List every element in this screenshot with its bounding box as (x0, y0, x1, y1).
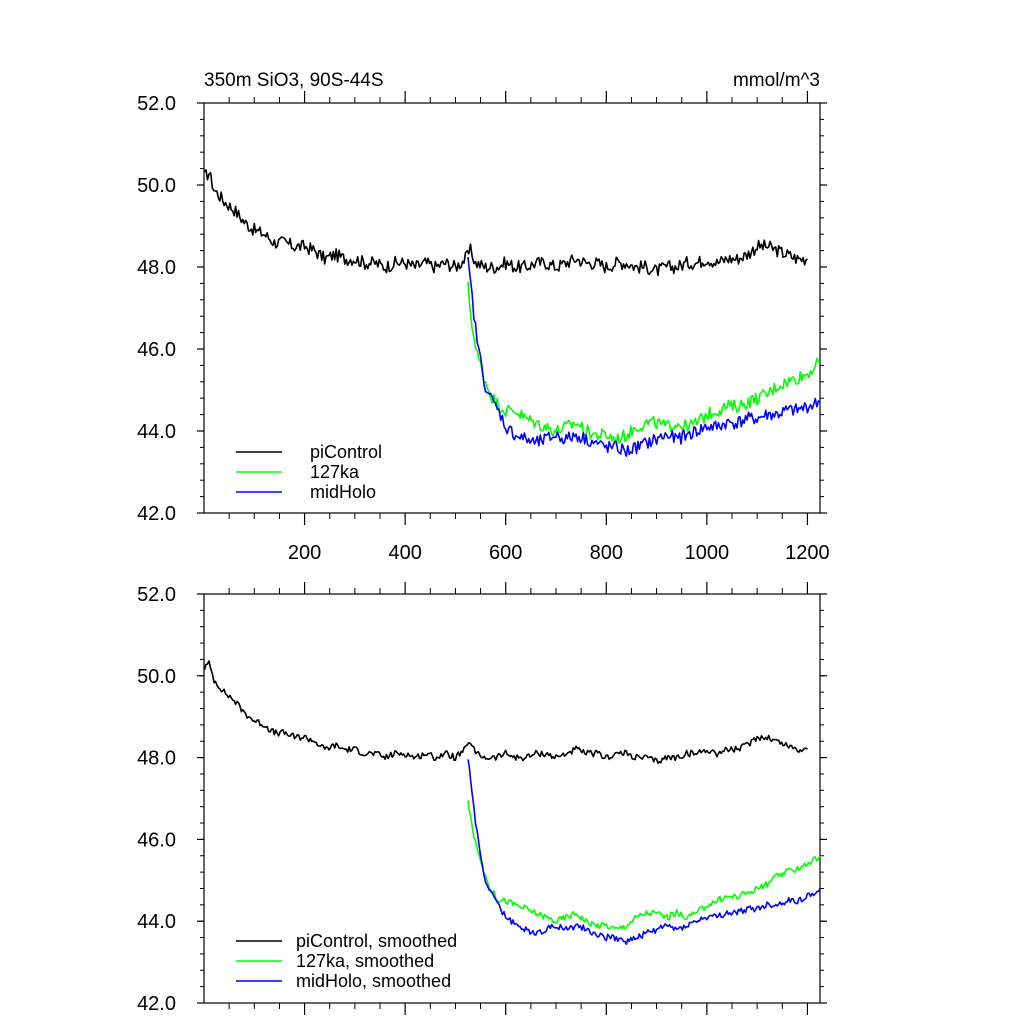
legend-label: midHolo, smoothed (296, 971, 451, 991)
y-tick-label: 42.0 (137, 993, 176, 1015)
x-tick-label: 400 (388, 542, 421, 564)
y-tick-label: 42.0 (137, 503, 176, 525)
y-tick-label: 44.0 (137, 911, 176, 933)
y-tick-label: 44.0 (137, 421, 176, 443)
series-layer (203, 169, 821, 458)
x-tick-label: 1200 (785, 542, 830, 564)
legend-label: piControl, smoothed (296, 931, 457, 951)
panel-smoothed: 42.0 44.0 46.0 48.0 50.0 52.0 piControl, smoo… (137, 582, 827, 1015)
plot-frame (203, 102, 821, 514)
x-tick-label: 600 (489, 542, 522, 564)
y-axis: 42.0 44.0 46.0 48.0 50.0 52.0 (137, 584, 827, 1015)
series-line (467, 759, 821, 946)
series-line (467, 281, 821, 446)
plot-frame (203, 593, 821, 1004)
y-tick-label: 46.0 (137, 339, 176, 361)
legend-label: piControl (310, 442, 382, 462)
x-axis (228, 582, 809, 1015)
series-layer (203, 660, 821, 946)
series-line (467, 800, 821, 930)
x-tick-label: 800 (590, 542, 623, 564)
y-tick-label: 50.0 (137, 666, 176, 688)
legend-label: 127ka, smoothed (296, 951, 434, 971)
legend-label: 127ka (310, 462, 360, 482)
legend-label: midHolo (310, 482, 376, 502)
y-tick-label: 48.0 (137, 257, 176, 279)
chart-units-label: mmol/m^3 (733, 70, 820, 91)
y-tick-label: 50.0 (137, 175, 176, 197)
x-tick-label: 200 (288, 542, 321, 564)
series-line (203, 169, 808, 277)
y-tick-label: 48.0 (137, 748, 176, 770)
y-tick-label: 52.0 (137, 584, 176, 606)
y-tick-label: 52.0 (137, 93, 176, 115)
series-line (203, 660, 808, 765)
y-tick-label: 46.0 (137, 829, 176, 851)
x-axis: 200 400 600 800 1000 1200 (228, 91, 830, 564)
x-tick-label: 1000 (685, 542, 730, 564)
series-line (467, 257, 821, 458)
chart-title-left: 350m SiO3, 90S-44S (204, 70, 384, 91)
y-axis: 42.0 44.0 46.0 48.0 50.0 52.0 (137, 93, 827, 525)
panel-raw: 350m SiO3, 90S-44S mmol/m^3 42.0 44.0 46.0… (137, 70, 830, 564)
